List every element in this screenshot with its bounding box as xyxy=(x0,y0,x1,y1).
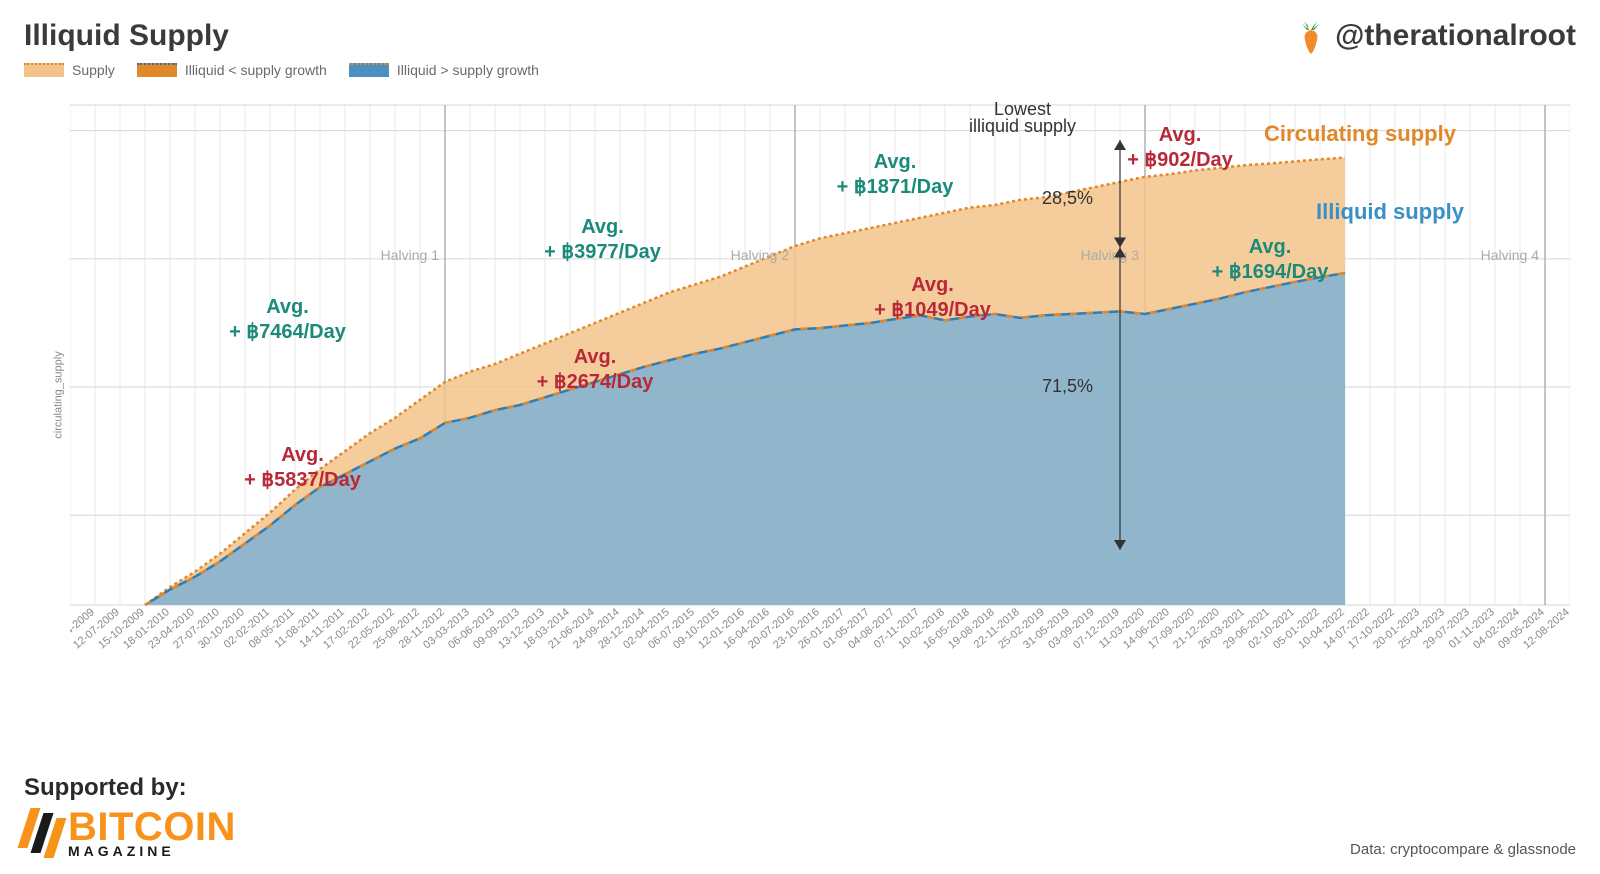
legend-gt: Illiquid > supply growth xyxy=(349,62,539,78)
svg-text:Halving 4: Halving 4 xyxy=(1481,247,1540,263)
legend-lt: Illiquid < supply growth xyxy=(137,62,327,78)
svg-text:Halving 2: Halving 2 xyxy=(731,247,790,263)
bitcoin-magazine-logo: BITCOIN MAGAZINE xyxy=(24,808,236,858)
chart: circulating_supply 1.5M5M10M15M20M21M03-… xyxy=(70,95,1570,695)
logo-bars-icon xyxy=(24,808,60,858)
handle-text: @therationalroot xyxy=(1335,19,1576,53)
header: Illiquid Supply @therationalroot xyxy=(24,18,1576,54)
carrot-icon xyxy=(1297,18,1325,54)
y-axis-label: circulating_supply xyxy=(53,351,65,438)
chart-svg: 1.5M5M10M15M20M21M03-01-200908-04-200912… xyxy=(70,95,1570,695)
swatch-orange-icon xyxy=(137,63,177,77)
author-handle: @therationalroot xyxy=(1297,18,1576,54)
legend-gt-label: Illiquid > supply growth xyxy=(397,62,539,78)
svg-text:Halving 3: Halving 3 xyxy=(1081,247,1140,263)
data-source: Data: cryptocompare & glassnode xyxy=(1350,841,1576,858)
supported-label: Supported by: xyxy=(24,774,236,802)
legend-supply-label: Supply xyxy=(72,62,115,78)
footer: Supported by: BITCOIN MAGAZINE Data: cry… xyxy=(24,774,1576,858)
legend: Supply Illiquid < supply growth Illiquid… xyxy=(24,62,539,78)
supported-by-block: Supported by: BITCOIN MAGAZINE xyxy=(24,774,236,858)
legend-lt-label: Illiquid < supply growth xyxy=(185,62,327,78)
page-title: Illiquid Supply xyxy=(24,19,229,53)
legend-supply: Supply xyxy=(24,62,115,78)
svg-text:Halving 1: Halving 1 xyxy=(381,247,440,263)
swatch-supply-icon xyxy=(24,63,64,77)
logo-main-text: BITCOIN xyxy=(68,809,236,845)
swatch-blue-icon xyxy=(349,63,389,77)
